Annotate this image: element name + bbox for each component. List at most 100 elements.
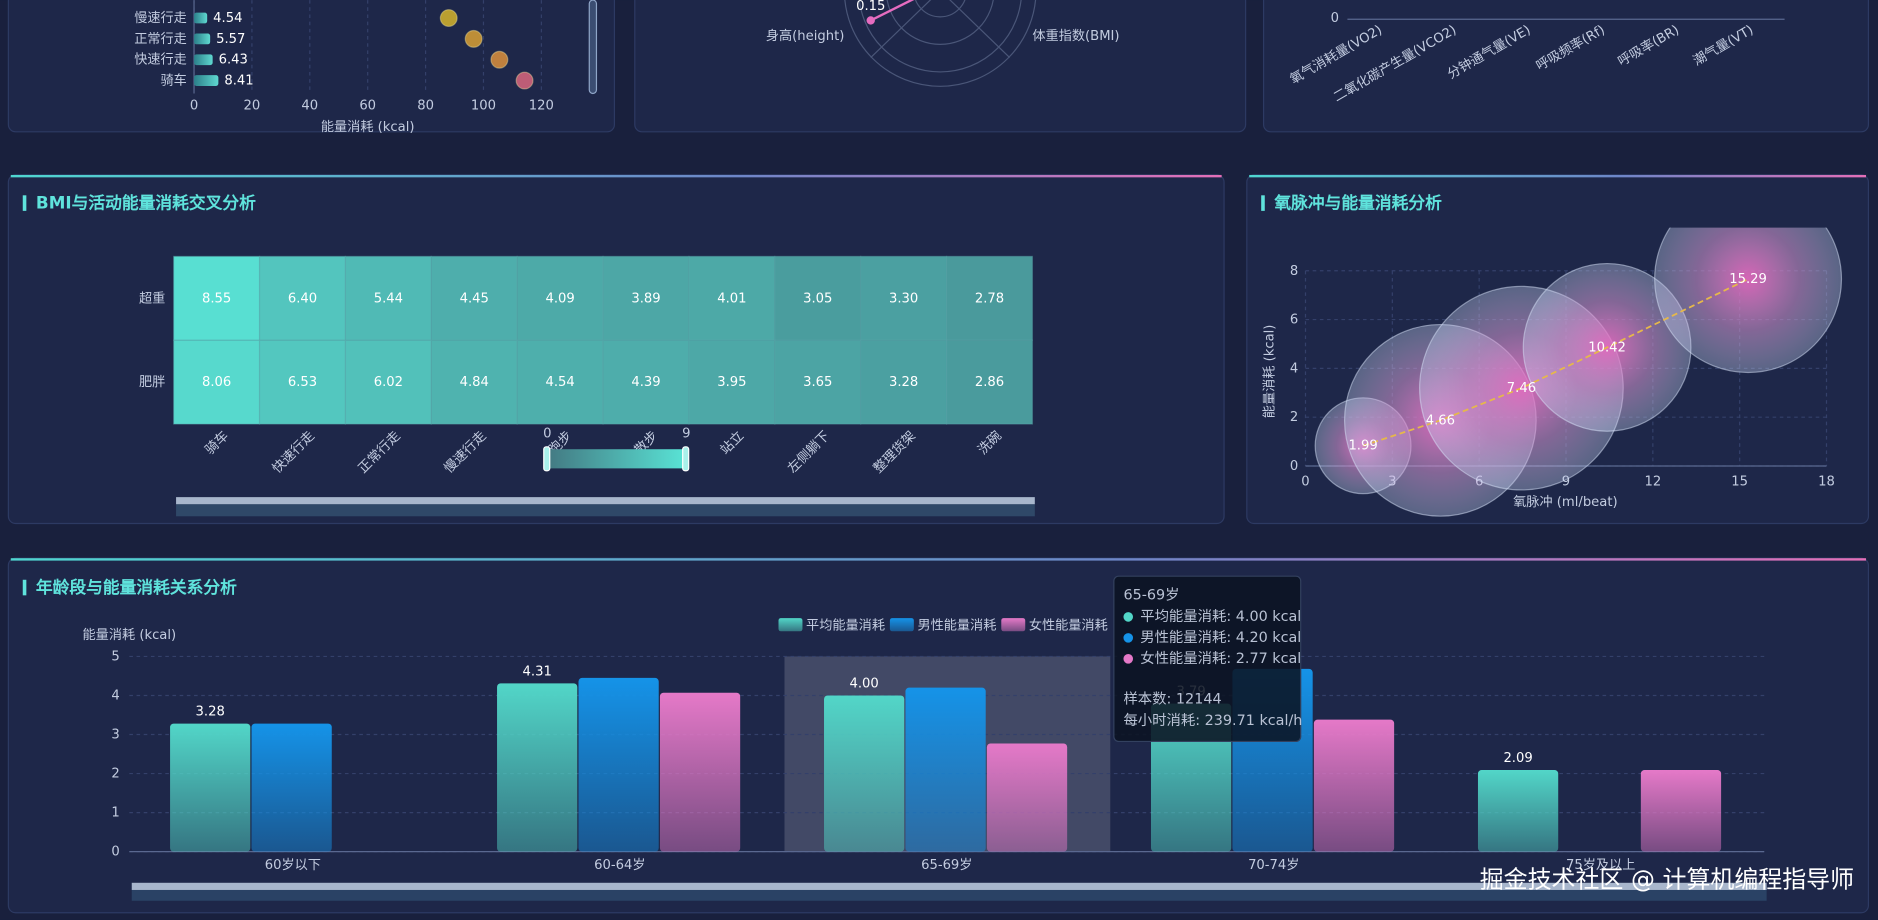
value-label: 0.15: [856, 0, 885, 14]
cell-label: 2.86: [975, 375, 1004, 390]
tooltip-item: 男性能量消耗: 4.20 kcal: [1140, 629, 1301, 646]
bar: [659, 692, 741, 852]
x-tick-label: 20: [244, 98, 261, 113]
legend-label: 男性能量消耗: [917, 617, 996, 633]
radar-indicator: 体重指数(BMI): [1032, 28, 1119, 44]
visual-map-handle[interactable]: [682, 446, 690, 472]
data-zoom[interactable]: [131, 882, 1767, 890]
panel-title: BMI与活动能量消耗交叉分析: [36, 193, 256, 213]
radar-ring: [914, 0, 966, 18]
x-tick-label: 65-69岁: [921, 857, 972, 873]
bar: [194, 75, 219, 86]
tooltip-item: 女性能量消耗: 2.77 kcal: [1140, 649, 1301, 667]
heat-cell: [516, 339, 604, 425]
y-tick-label: 2: [1290, 410, 1298, 425]
x-tick-label: 60岁以下: [265, 857, 321, 873]
tooltip-title: 65-69岁: [1123, 586, 1179, 603]
radar-point: [866, 16, 875, 25]
category-label: 骑车: [161, 72, 187, 89]
axis-title: 能量消耗 (kcal): [83, 627, 177, 643]
bubble-layer: [1314, 227, 1843, 517]
value-label: 4.00: [849, 676, 878, 691]
y-tick-label: 6: [1290, 313, 1298, 328]
category-label: 正常行走: [134, 31, 187, 47]
heat-cell: [258, 255, 347, 341]
visual-map-label: 0: [543, 427, 551, 442]
legend-swatch: [889, 618, 914, 632]
cell-label: 4.84: [460, 375, 489, 390]
value-label: 8.41: [224, 74, 253, 89]
y-tick-label: 0: [111, 845, 119, 860]
panel-accent: [1249, 174, 1867, 178]
legend-label: 女性能量消耗: [1029, 616, 1108, 633]
bar: [1477, 770, 1559, 852]
tooltip-dot: [1123, 612, 1134, 622]
tooltip: [1113, 575, 1302, 743]
scatter-point: [490, 50, 509, 69]
panel: [634, 0, 1247, 133]
y-tick-label: 1: [111, 806, 119, 821]
bar: [194, 54, 213, 66]
cell-label: 3.28: [889, 375, 918, 390]
x-tick-label: 70-74岁: [1248, 857, 1299, 873]
data-zoom-track: [131, 889, 1767, 901]
cell-label: 8.06: [202, 375, 231, 390]
visual-map-handle[interactable]: [543, 446, 551, 472]
watermark: 掘金技术社区 @ 计算机编程指导师: [1480, 865, 1854, 893]
tooltip-item: 样本数: 12144: [1123, 691, 1221, 708]
cell-label: 3.95: [717, 375, 746, 390]
heat-cell: [688, 255, 776, 341]
x-tick-label: 60: [359, 98, 376, 113]
axis-title: 氧脉冲 (ml/beat): [1513, 494, 1618, 510]
x-tick-label: 60-64岁: [594, 857, 645, 873]
scatter-point: [439, 9, 458, 28]
zoom-slider[interactable]: [588, 0, 598, 95]
heat-cell: [344, 255, 432, 341]
cell-label: 3.89: [631, 291, 660, 306]
y-tick-label: 8: [1290, 264, 1298, 279]
y-tick-label: 4: [1290, 361, 1298, 376]
heat-cell: [430, 339, 518, 425]
bar: [578, 677, 659, 852]
bar: [194, 33, 211, 45]
y-tick-label: 肥胖: [139, 374, 165, 390]
cell-label: 4.09: [545, 291, 574, 306]
bubble-label: 10.42: [1588, 340, 1626, 355]
panel-accent: [10, 558, 1867, 561]
axis-title: 能量消耗 (kcal): [321, 119, 415, 135]
y-tick-label: 4: [111, 688, 119, 703]
x-tick-label: 40: [301, 98, 318, 113]
radar-axis: [870, 0, 932, 59]
heat-cell: [516, 255, 604, 341]
data-zoom[interactable]: [176, 497, 1035, 505]
category-label: 快速行走: [134, 52, 187, 68]
y-tick-label: 超重: [139, 290, 165, 306]
cell-label: 8.55: [202, 291, 231, 306]
cell-label: 3.05: [803, 291, 832, 306]
bar: [170, 723, 251, 852]
y-tick-label: 2: [111, 767, 119, 782]
x-tick-label: 18: [1818, 475, 1835, 490]
visual-map: [547, 449, 687, 469]
tooltip-item: 每小时消耗: 239.71 kcal/h: [1123, 712, 1302, 729]
radar-ring: [858, 0, 1022, 73]
cell-label: 4.01: [717, 291, 746, 306]
x-tick-label: 75岁及以上: [1566, 857, 1635, 873]
x-tick-label: 12: [1644, 475, 1661, 490]
panel-title: 年龄段与能量消耗关系分析: [36, 577, 237, 597]
heat-cell: [945, 339, 1034, 425]
trend-line: [1362, 278, 1749, 447]
legend-swatch: [1001, 618, 1026, 632]
value-label: 2.09: [1503, 751, 1532, 766]
heat-cell: [344, 339, 432, 425]
panel: [7, 0, 616, 133]
heat-cell: [774, 255, 862, 341]
cell-label: 4.45: [460, 291, 489, 306]
bubble-label: 1.99: [1348, 439, 1377, 454]
heat-cell: [688, 339, 776, 425]
y-tick-label: 3: [111, 728, 119, 743]
x-tick-label: 80: [417, 98, 434, 113]
